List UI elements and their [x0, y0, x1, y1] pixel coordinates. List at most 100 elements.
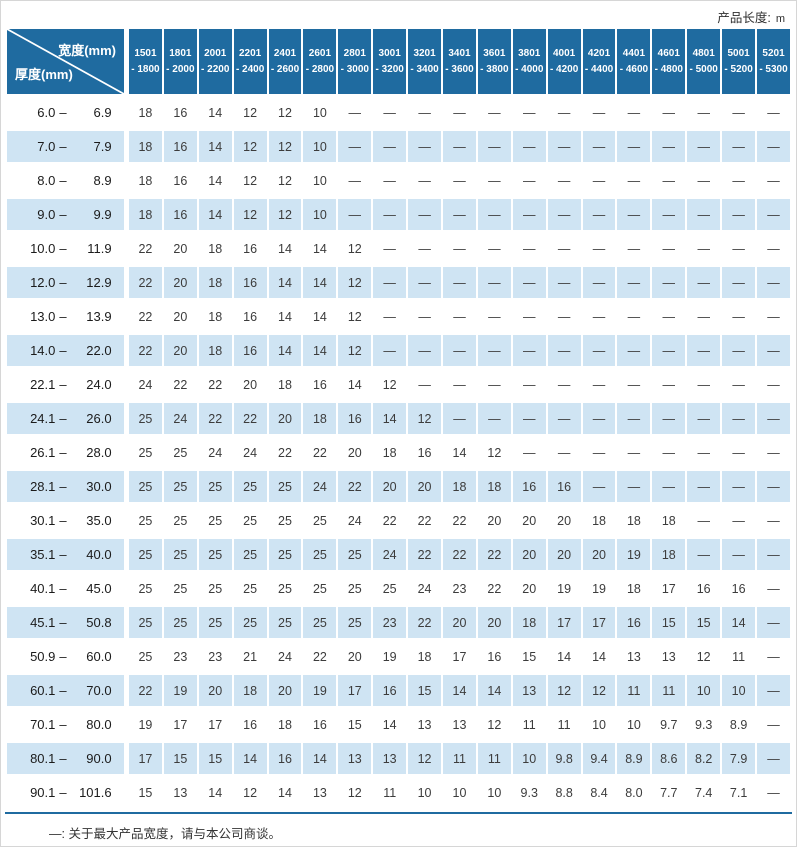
empty-cell: — — [383, 105, 396, 120]
empty-cell: — — [617, 335, 651, 366]
empty-cell: — — [627, 445, 641, 460]
empty-cell: — — [767, 377, 780, 392]
max-length-cell: 18 — [129, 131, 162, 162]
thickness-range-label: 28.1– 30.0 — [7, 471, 127, 502]
max-length-cell: 25 — [338, 607, 372, 638]
max-length-cell: 14 — [198, 131, 232, 162]
max-length-cell: 20 — [522, 513, 537, 528]
product-length-label: 产品长度: — [717, 11, 771, 25]
max-length-cell: 12 — [347, 241, 362, 256]
thickness-max: 40.0 — [86, 547, 112, 562]
empty-cell: — — [547, 335, 581, 366]
width-range-column-header: 2401- 2600 — [268, 29, 302, 94]
width-range-column-header: 3401- 3600 — [443, 29, 476, 94]
empty-cell: — — [557, 309, 571, 324]
max-length-cell: 7.1 — [729, 785, 748, 800]
empty-cell: — — [348, 173, 362, 188]
empty-cell: — — [732, 377, 745, 392]
max-length-cell: 20 — [443, 607, 476, 638]
max-length-cell: 20 — [408, 471, 442, 502]
max-length-cell: 23 — [452, 581, 467, 596]
max-length-cell: 14 — [208, 173, 223, 188]
max-length-cell: 24 — [163, 403, 197, 434]
max-length-cell: 16 — [312, 717, 327, 732]
max-length-cell: 10 — [452, 785, 467, 800]
max-length-cell: 11 — [522, 717, 536, 732]
empty-cell: — — [697, 445, 710, 460]
max-length-cell: 15 — [687, 607, 721, 638]
empty-cell: — — [592, 445, 606, 460]
max-length-cell: 20 — [522, 581, 537, 596]
max-length-cell: 8.2 — [687, 743, 721, 774]
max-length-cell: 22 — [198, 403, 232, 434]
thickness-max: 7.9 — [93, 139, 112, 154]
table-bottom-rule — [5, 812, 792, 814]
table-row: 26.1– 28.0 25 25 24 24 22 22 20 18 16 14 12 — — — — — — — — — [7, 437, 790, 468]
max-length-cell: 25 — [198, 539, 232, 570]
max-length-cell: 16 — [233, 267, 267, 298]
max-length-cell: 16 — [547, 471, 581, 502]
max-length-cell: 14 — [278, 241, 292, 256]
thickness-min: 8.0 — [37, 173, 56, 188]
table-row: 40.1– 45.0 25 25 25 25 25 25 25 25 24 23 22 20 19 19 18 1… — [7, 573, 790, 604]
thickness-max: 9.9 — [93, 207, 112, 222]
max-length-cell: 10 — [312, 173, 327, 188]
empty-cell: — — [617, 403, 651, 434]
max-length-cell: 18 — [208, 241, 223, 256]
empty-cell: — — [627, 105, 641, 120]
max-length-cell: 20 — [173, 241, 188, 256]
empty-cell: — — [348, 105, 362, 120]
range-dash: – — [59, 513, 67, 528]
empty-cell: — — [757, 131, 790, 162]
max-length-cell: 14 — [592, 649, 606, 664]
max-length-cell: 9.8 — [547, 743, 581, 774]
table-row: 60.1–70.0 22 19 20 18 20 19 17 16 15 14 14 13 12 12 11 1… — [7, 675, 790, 706]
max-length-cell: 22 — [408, 607, 442, 638]
max-length-cell: 25 — [312, 513, 327, 528]
max-length-cell: 20 — [557, 513, 572, 528]
max-length-cell: 9.3 — [695, 717, 713, 732]
max-length-cell: 18 — [198, 267, 232, 298]
thickness-range-label: 6.0– 6.9 — [7, 97, 127, 128]
range-dash: – — [59, 649, 67, 664]
max-length-cell: 25 — [173, 513, 188, 528]
thickness-range-label: 10.0– 11.9 — [7, 233, 127, 264]
empty-cell: — — [767, 785, 780, 800]
empty-cell: — — [757, 471, 790, 502]
thickness-min: 40.1 — [30, 581, 56, 596]
max-length-cell: 25 — [338, 539, 372, 570]
max-length-cell: 19 — [138, 717, 153, 732]
max-length-cell: 12 — [347, 785, 362, 800]
width-range-column-header: 3601- 3800 — [477, 29, 511, 94]
max-length-cell: 25 — [173, 445, 188, 460]
empty-cell: — — [453, 377, 466, 392]
empty-cell: — — [453, 173, 466, 188]
thickness-range-label: 45.1– 50.8 — [7, 607, 127, 638]
max-length-cell: 12 — [243, 785, 258, 800]
thickness-range-label: 80.1– 90.0 — [7, 743, 127, 774]
max-length-cell: 25 — [208, 513, 223, 528]
max-length-cell: 25 — [129, 607, 162, 638]
width-range-column-header: 2201- 2400 — [233, 29, 267, 94]
empty-cell: — — [512, 131, 546, 162]
max-length-cell: 25 — [163, 607, 197, 638]
max-length-cell: 22 — [408, 539, 442, 570]
thickness-min: 70.1 — [30, 717, 56, 732]
max-length-cell: 19 — [303, 675, 337, 706]
width-range-column-header: 2801- 3000 — [338, 29, 372, 94]
max-length-cell: 11 — [443, 743, 476, 774]
empty-cell: — — [627, 377, 641, 392]
max-length-cell: 7.4 — [695, 785, 713, 800]
empty-cell: — — [652, 471, 686, 502]
max-length-cell: 12 — [338, 267, 372, 298]
empty-cell: — — [477, 267, 511, 298]
empty-cell: — — [652, 131, 686, 162]
max-length-cell: 14 — [373, 403, 407, 434]
empty-cell: — — [767, 717, 780, 732]
empty-cell: — — [732, 309, 745, 324]
max-length-cell: 16 — [163, 131, 197, 162]
thickness-max: 35.0 — [86, 513, 112, 528]
thickness-min: 7.0 — [37, 139, 56, 154]
empty-cell: — — [697, 309, 710, 324]
